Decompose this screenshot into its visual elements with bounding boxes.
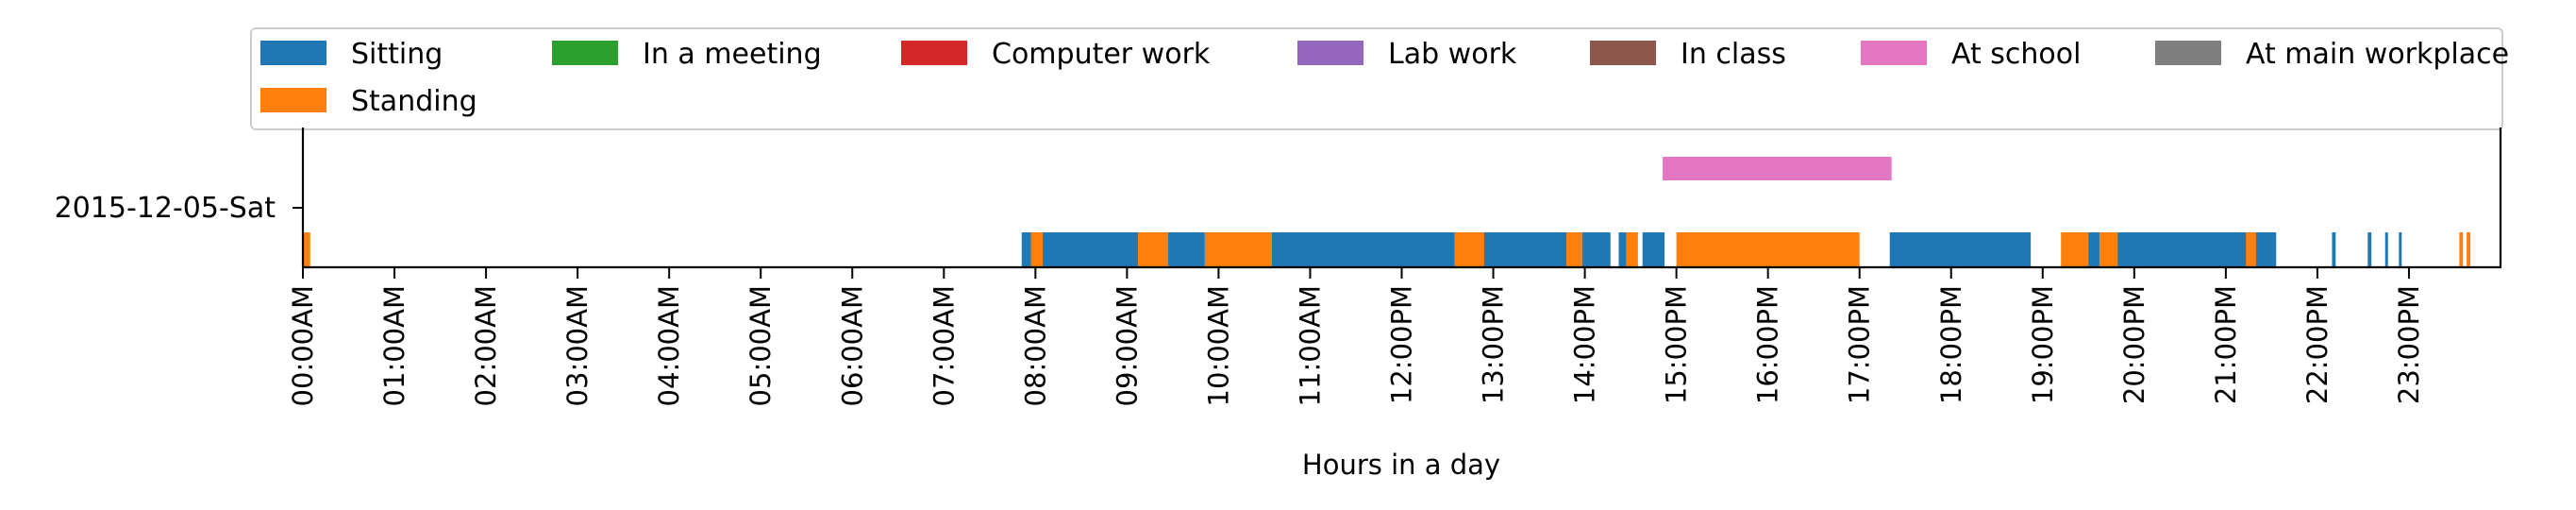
bar-standing-9 — [2099, 232, 2118, 267]
x-tick-label: 05:00AM — [744, 285, 777, 406]
bar-sitting-4 — [1581, 232, 1611, 267]
legend-swatch-in-a-meeting — [552, 41, 618, 65]
legend-swatch-computer-work — [901, 41, 967, 65]
legend-label-sitting: Sitting — [351, 38, 443, 71]
bar-sitting-11 — [2367, 232, 2372, 267]
y-axis-ticks: 2015-12-05-Sat — [55, 192, 303, 225]
x-tick-label: 22:00PM — [2301, 285, 2333, 404]
x-tick-label: 10:00AM — [1202, 285, 1234, 406]
x-axis-label: Hours in a day — [1302, 449, 1500, 481]
bar-standing-2 — [1138, 232, 1169, 267]
bar-standing-5 — [1566, 232, 1582, 267]
x-tick-label: 12:00PM — [1386, 285, 1418, 404]
x-tick-label: 20:00PM — [2118, 285, 2150, 404]
legend: Sitting In a meeting Computer work Lab work… — [250, 27, 2509, 130]
x-tick-label: 18:00PM — [1935, 285, 1967, 404]
legend-label-in-class: In class — [1681, 38, 1786, 71]
legend-label-in-a-meeting: In a meeting — [643, 38, 822, 71]
bar-standing-12 — [2467, 232, 2470, 267]
x-tick-label: 16:00PM — [1752, 285, 1784, 404]
legend-label-at-main-workplace: At main workplace — [2246, 38, 2509, 71]
x-tick-label: 07:00AM — [928, 285, 960, 406]
x-tick-label: 19:00PM — [2027, 285, 2059, 404]
bar-sitting-7 — [1889, 232, 2032, 267]
x-tick-label: 21:00PM — [2210, 285, 2242, 404]
bar-sitting-3 — [1479, 232, 1567, 267]
y-tick-label: 2015-12-05-Sat — [55, 192, 276, 225]
x-tick-label: 11:00AM — [1294, 285, 1326, 406]
x-tick-label: 01:00AM — [378, 285, 410, 406]
x-tick-label: 08:00AM — [1019, 285, 1051, 406]
legend-swatch-lab-work — [1297, 41, 1363, 65]
legend-swatch-sitting — [260, 41, 326, 65]
bar-sitting-8 — [2085, 232, 2099, 267]
x-axis-ticks: 00:00AM 01:00AM 02:00AM 03:00AM 04:00AM 05:00… — [287, 267, 2425, 406]
x-tick-label: 15:00PM — [1661, 285, 1693, 404]
x-tick-label: 02:00AM — [470, 285, 502, 406]
x-tick-label: 09:00AM — [1111, 285, 1143, 406]
legend-swatch-standing — [260, 88, 326, 112]
bar-sitting-6 — [1642, 232, 1665, 267]
x-tick-label: 03:00AM — [561, 285, 594, 406]
x-tick-label: 17:00PM — [1844, 285, 1876, 404]
x-tick-label: 00:00AM — [287, 285, 319, 406]
bar-standing-7 — [1676, 232, 1860, 267]
bar-standing-10 — [2246, 232, 2256, 267]
legend-label-lab-work: Lab work — [1388, 38, 1517, 71]
bar-sitting-13 — [2399, 232, 2402, 267]
legend-swatch-in-class — [1590, 41, 1656, 65]
bar-standing-8 — [2061, 232, 2089, 267]
bar-standing-3 — [1204, 232, 1272, 267]
bar-sitting-2 — [1271, 232, 1455, 267]
x-tick-label: 04:00AM — [653, 285, 685, 406]
x-tick-label: 13:00PM — [1478, 285, 1510, 404]
legend-frame — [250, 27, 2503, 130]
legend-label-at-school: At school — [1951, 38, 2081, 71]
legend-label-computer-work: Computer work — [992, 38, 1211, 71]
bar-at-school-0 — [1663, 157, 1892, 180]
bar-standing-0 — [303, 232, 310, 267]
legend-swatch-at-main-workplace — [2155, 41, 2221, 65]
x-tick-label: 14:00PM — [1569, 285, 1601, 404]
bar-standing-6 — [1626, 232, 1638, 267]
legend-label-standing: Standing — [351, 85, 477, 118]
bar-sitting-12 — [2384, 232, 2388, 267]
activity-bars — [303, 157, 2470, 267]
bar-standing-11 — [2459, 232, 2464, 267]
bar-sitting-10 — [2332, 232, 2336, 267]
bar-standing-4 — [1454, 232, 1484, 267]
x-tick-label: 23:00PM — [2393, 285, 2425, 404]
x-tick-label: 06:00AM — [836, 285, 868, 406]
bar-sitting-1 — [1168, 232, 1205, 267]
legend-swatch-at-school — [1861, 41, 1927, 65]
bar-standing-1 — [1030, 232, 1044, 267]
